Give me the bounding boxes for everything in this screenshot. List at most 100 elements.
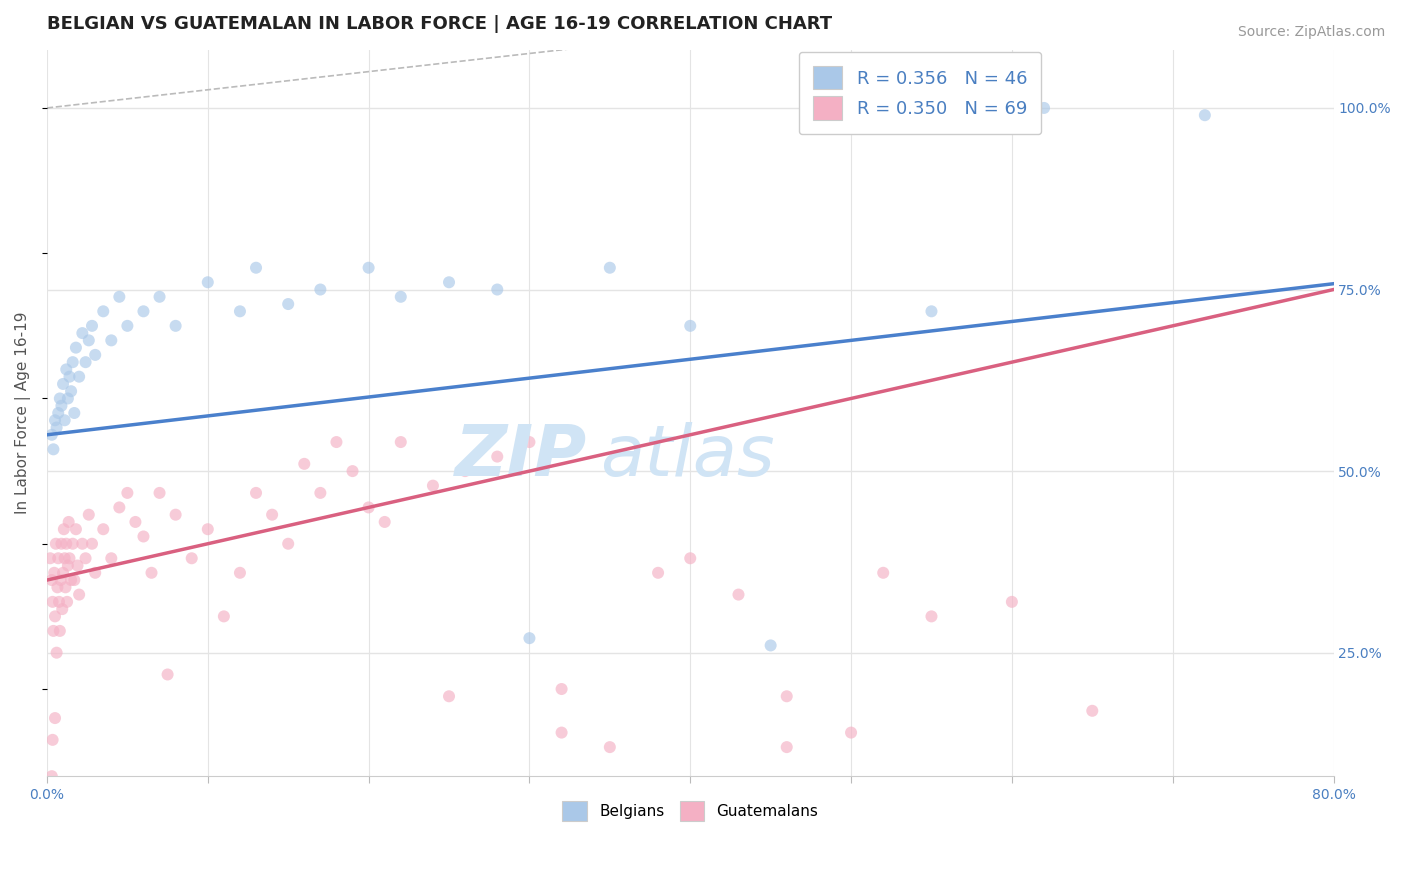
Point — [44, 566, 66, 580]
Point — [389, 290, 412, 304]
Point — [41, 769, 63, 783]
Point — [51, 602, 73, 616]
Point — [389, 435, 412, 450]
Point — [60, 384, 83, 399]
Point — [42, 442, 65, 457]
Point — [132, 529, 155, 543]
Point — [197, 522, 219, 536]
Point — [1033, 101, 1056, 115]
Point — [56, 558, 79, 573]
Point — [39, 551, 62, 566]
Point — [72, 537, 94, 551]
Point — [599, 260, 621, 275]
Point — [100, 551, 122, 566]
Point — [77, 334, 100, 348]
Point — [49, 624, 72, 638]
Point — [55, 537, 77, 551]
Point — [91, 522, 114, 536]
Point — [52, 566, 75, 580]
Point — [66, 558, 89, 573]
Point — [60, 573, 83, 587]
Point — [277, 297, 299, 311]
Point — [759, 639, 782, 653]
Legend: Belgians, Guatemalans: Belgians, Guatemalans — [557, 795, 824, 827]
Point — [212, 609, 235, 624]
Point — [67, 369, 90, 384]
Point — [148, 486, 170, 500]
Point — [550, 681, 572, 696]
Point — [454, 464, 477, 478]
Point — [422, 478, 444, 492]
Point — [46, 580, 69, 594]
Point — [292, 457, 315, 471]
Point — [63, 573, 86, 587]
Point — [41, 427, 63, 442]
Point — [872, 566, 894, 580]
Point — [58, 515, 80, 529]
Point — [839, 725, 862, 739]
Point — [148, 290, 170, 304]
Point — [776, 740, 799, 755]
Point — [84, 566, 107, 580]
Point — [727, 588, 749, 602]
Point — [229, 566, 252, 580]
Point — [437, 275, 460, 289]
Point — [1194, 108, 1216, 122]
Point — [1001, 595, 1024, 609]
Point — [262, 508, 284, 522]
Point — [62, 537, 84, 551]
Point — [277, 537, 299, 551]
Point — [117, 318, 139, 333]
Point — [374, 515, 396, 529]
Point — [46, 406, 69, 420]
Point — [108, 500, 131, 515]
Point — [357, 500, 380, 515]
Point — [920, 304, 942, 318]
Point — [58, 551, 80, 566]
Text: BELGIAN VS GUATEMALAN IN LABOR FORCE | AGE 16-19 CORRELATION CHART: BELGIAN VS GUATEMALAN IN LABOR FORCE | A… — [46, 15, 832, 33]
Point — [165, 508, 187, 522]
Point — [75, 355, 97, 369]
Point — [141, 566, 163, 580]
Point — [46, 551, 69, 566]
Point — [45, 646, 67, 660]
Point — [124, 515, 146, 529]
Point — [45, 420, 67, 434]
Point — [80, 537, 103, 551]
Text: atlas: atlas — [600, 422, 775, 491]
Point — [44, 711, 66, 725]
Point — [42, 624, 65, 638]
Point — [55, 580, 77, 594]
Point — [920, 609, 942, 624]
Point — [550, 725, 572, 739]
Point — [63, 406, 86, 420]
Point — [599, 740, 621, 755]
Y-axis label: In Labor Force | Age 16-19: In Labor Force | Age 16-19 — [15, 311, 31, 515]
Point — [342, 464, 364, 478]
Text: Source: ZipAtlas.com: Source: ZipAtlas.com — [1237, 25, 1385, 39]
Point — [44, 413, 66, 427]
Point — [67, 588, 90, 602]
Point — [45, 537, 67, 551]
Point — [309, 486, 332, 500]
Point — [647, 566, 669, 580]
Point — [309, 283, 332, 297]
Point — [197, 275, 219, 289]
Point — [91, 304, 114, 318]
Point — [245, 260, 267, 275]
Point — [52, 376, 75, 391]
Point — [65, 522, 87, 536]
Point — [229, 304, 252, 318]
Point — [49, 573, 72, 587]
Point — [437, 690, 460, 704]
Point — [49, 392, 72, 406]
Point — [62, 355, 84, 369]
Point — [84, 348, 107, 362]
Point — [58, 369, 80, 384]
Text: ZIP: ZIP — [456, 422, 588, 491]
Point — [53, 413, 76, 427]
Point — [100, 334, 122, 348]
Point — [41, 732, 63, 747]
Point — [180, 551, 202, 566]
Point — [519, 435, 541, 450]
